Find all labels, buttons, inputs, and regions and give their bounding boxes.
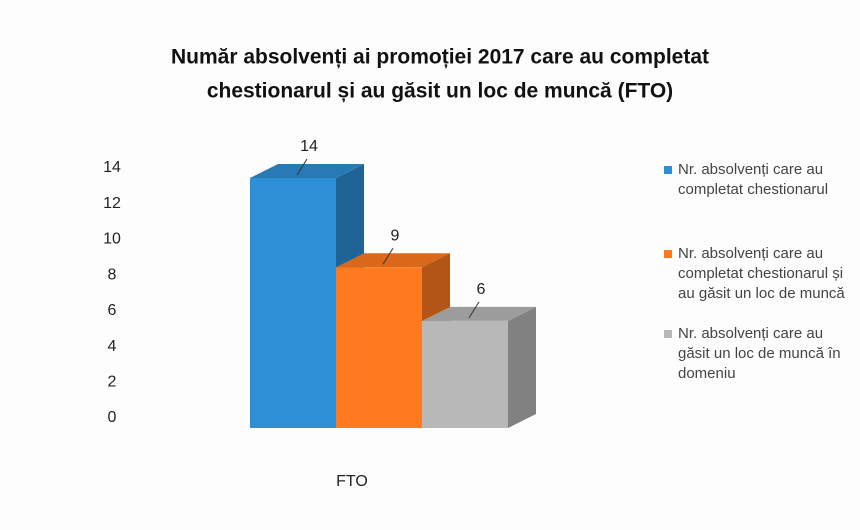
bar — [422, 320, 508, 428]
data-label: 14 — [300, 138, 318, 155]
y-tick-label: 14 — [103, 159, 121, 176]
chart-title: Număr absolvenți ai promoției 2017 care … — [171, 46, 709, 69]
x-tick-label: FTO — [336, 473, 368, 490]
bar-top — [336, 253, 450, 268]
data-label: 6 — [477, 281, 486, 298]
label-leader — [296, 158, 308, 176]
legend-swatch — [664, 330, 672, 338]
chart-title: chestionarul și au găsit un loc de muncă… — [207, 80, 673, 103]
bar-side — [508, 306, 536, 428]
label-leader — [382, 248, 394, 265]
y-tick-label: 2 — [108, 374, 117, 391]
legend-label: Nr. absolvenți care au găsit un loc de m… — [678, 325, 841, 382]
bar-top — [250, 164, 364, 178]
label-leader — [468, 301, 480, 319]
legend-swatch — [664, 166, 672, 174]
y-tick-label: 6 — [108, 302, 117, 319]
y-tick-label: 8 — [108, 266, 117, 283]
legend-item: Nr. absolvenți care au găsit un loc de m… — [664, 324, 856, 384]
legend: Nr. absolvenți care au completat chestio… — [664, 160, 856, 398]
legend-item: Nr. absolvenți care au completat chestio… — [664, 160, 856, 200]
bar — [250, 178, 336, 428]
y-tick-label: 0 — [108, 409, 117, 426]
bar — [336, 267, 422, 428]
legend-label: Nr. absolvenți care au completat chestio… — [678, 161, 829, 198]
y-tick-label: 4 — [108, 338, 117, 355]
y-tick-label: 10 — [103, 231, 121, 248]
y-tick-label: 12 — [103, 195, 121, 212]
legend-label: Nr. absolvenți care au completat chestio… — [678, 245, 845, 302]
data-label: 9 — [391, 228, 400, 245]
bar-top — [422, 306, 536, 321]
legend-item: Nr. absolvenți care au completat chestio… — [664, 244, 856, 304]
legend-swatch — [664, 250, 672, 258]
